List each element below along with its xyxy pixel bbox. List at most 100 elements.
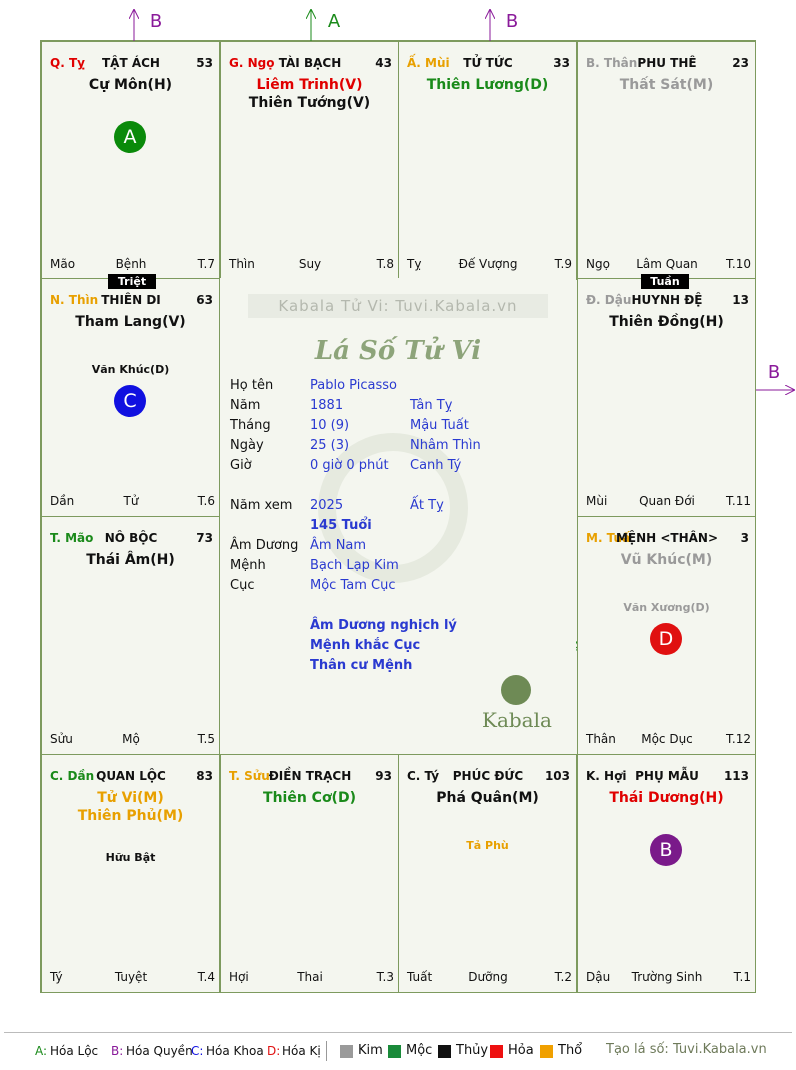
palace-stage: Thai bbox=[297, 970, 323, 984]
palace-number: 83 bbox=[196, 769, 213, 783]
element-label: Kim bbox=[358, 1043, 383, 1058]
marker: Triệt bbox=[108, 274, 156, 289]
palace-branch: Thìn bbox=[229, 257, 255, 271]
palace-can: M. Tuấ bbox=[586, 531, 631, 545]
legend-key: C: bbox=[191, 1044, 204, 1058]
palace-can: T. Sửu bbox=[229, 769, 270, 783]
legend-text: Hóa Khoa bbox=[206, 1044, 264, 1058]
minor-star: Tả Phù bbox=[466, 839, 509, 852]
palace-name: TÀI BẠCH bbox=[278, 56, 342, 70]
element-label: Thủy bbox=[456, 1043, 489, 1058]
legend-divider bbox=[326, 1041, 327, 1061]
element-swatch bbox=[388, 1045, 401, 1058]
info-label: Âm Dương bbox=[230, 538, 299, 553]
palace-age: T.10 bbox=[726, 257, 751, 271]
palace-age: T.8 bbox=[376, 257, 394, 271]
main-star: Phá Quân(M) bbox=[436, 790, 539, 806]
palace: Q. Tỵ TẬT ÁCH 53 Cự Môn(H) A Mão Bệnh T.7 bbox=[41, 41, 220, 280]
palace-stage: Trường Sinh bbox=[631, 970, 703, 984]
arrow-label: B bbox=[768, 362, 780, 383]
palace: Ấ. Mùi TỬ TỨC 33 Thiên Lương(D) Tỵ Đế Vượng T.… bbox=[398, 41, 577, 280]
info-label: Họ tên bbox=[230, 378, 274, 393]
main-star: Liêm Trinh(V) bbox=[256, 77, 363, 93]
note: Mệnh khắc Cục bbox=[310, 638, 421, 653]
element-label: Hỏa bbox=[508, 1043, 534, 1058]
element-label: Mộc bbox=[406, 1043, 433, 1058]
credit: Tạo lá số: Tuvi.Kabala.vn bbox=[606, 1042, 767, 1057]
palace-stage: Mộc Dục bbox=[641, 732, 693, 746]
palace-stage: Tử bbox=[123, 494, 139, 508]
palace-age: T.2 bbox=[554, 970, 572, 984]
main-star: Vũ Khúc(M) bbox=[620, 552, 713, 568]
palace-can: Q. Tỵ bbox=[50, 56, 85, 70]
element-swatch bbox=[490, 1045, 503, 1058]
arrow-label: A bbox=[328, 11, 341, 32]
info-label: Mệnh bbox=[230, 558, 266, 573]
info-value: Pablo Picasso bbox=[310, 378, 397, 393]
minor-star: Hữu Bật bbox=[105, 851, 156, 864]
palace-branch: Mùi bbox=[586, 494, 608, 508]
main-star: Thái Âm(H) bbox=[86, 552, 175, 568]
note: Thân cư Mệnh bbox=[310, 658, 413, 673]
palace-age: T.3 bbox=[376, 970, 394, 984]
palace-branch: Dần bbox=[50, 494, 75, 508]
palace-name: QUAN LỘC bbox=[96, 769, 166, 783]
info-extra: Tân Tỵ bbox=[410, 398, 453, 413]
palace-age: T.5 bbox=[197, 732, 215, 746]
palace-age: T.7 bbox=[197, 257, 215, 271]
palace-can: G. Ngọ bbox=[229, 56, 275, 70]
minor-star: Văn Xương(D) bbox=[623, 601, 710, 614]
minor-star: Văn Khúc(D) bbox=[91, 363, 170, 376]
palace-branch: Tý bbox=[50, 970, 63, 984]
palace-number: 103 bbox=[544, 769, 570, 783]
palace-can: Đ. Dậu bbox=[586, 293, 632, 307]
palace-number: 3 bbox=[740, 531, 749, 545]
info-extra: Ất Tỵ bbox=[410, 498, 444, 513]
palace-can: C. Tý bbox=[407, 769, 440, 783]
main-star: Thiên Đồng(H) bbox=[609, 314, 724, 330]
hoa-badge: D bbox=[650, 623, 682, 655]
palace: T. Mão NÔ BỘC 73 Thái Âm(H) Sửu Mộ T.5 bbox=[41, 516, 220, 755]
info-value: 0 giờ 0 phút bbox=[310, 458, 389, 473]
info-extra: Nhâm Thìn bbox=[410, 438, 481, 453]
palace-can: K. Hợi bbox=[586, 769, 627, 783]
legend-key: B: bbox=[111, 1044, 124, 1058]
hoa-badge: B bbox=[650, 834, 682, 866]
palace-name: PHỤ MẪU bbox=[635, 769, 699, 783]
palace-branch: Mão bbox=[50, 257, 76, 271]
info-extra: Mậu Tuất bbox=[410, 418, 469, 433]
palace-name: PHÚC ĐỨC bbox=[452, 769, 524, 783]
palace-can: C. Dần bbox=[50, 769, 95, 783]
legend-text: Hóa Quyền bbox=[126, 1044, 193, 1058]
palace-number: 73 bbox=[196, 531, 213, 545]
main-star: Thiên Phủ(M) bbox=[77, 808, 184, 824]
palace-stage: Suy bbox=[298, 257, 322, 271]
element-swatch bbox=[438, 1045, 451, 1058]
palace-number: 43 bbox=[375, 56, 392, 70]
palace-number: 13 bbox=[732, 293, 749, 307]
palace-branch: Sửu bbox=[50, 732, 73, 746]
separator bbox=[4, 1032, 792, 1033]
palace: K. Hợi PHỤ MẪU 113 Thái Dương(H) B Dậu Trường … bbox=[577, 754, 756, 993]
palace-number: 113 bbox=[723, 769, 749, 783]
palace-stage: Đế Vượng bbox=[458, 257, 518, 271]
palace-age: T.1 bbox=[733, 970, 751, 984]
main-star: Thiên Lương(D) bbox=[426, 77, 549, 93]
palace-branch: Hợi bbox=[229, 970, 249, 984]
palace-age: T.11 bbox=[726, 494, 751, 508]
palace-age: T.9 bbox=[554, 257, 572, 271]
palace-name: ĐIỀN TRẠCH bbox=[268, 769, 352, 783]
palace-stage: Quan Đới bbox=[639, 494, 695, 508]
info-extra: Canh Tý bbox=[410, 458, 462, 473]
info-value: Âm Nam bbox=[310, 538, 367, 553]
palace-stage: Mộ bbox=[122, 732, 140, 746]
arrow-label: B bbox=[150, 11, 162, 32]
center-panel: Kabala Tử Vi: Tuvi.Kabala.vn Lá Số Tử Vi H… bbox=[220, 278, 576, 754]
info-label: Năm bbox=[230, 398, 261, 413]
palace-branch: Tuất bbox=[407, 970, 433, 984]
legend-text: Hóa Lộc bbox=[50, 1044, 99, 1058]
marker: Tuần bbox=[641, 274, 689, 289]
palace-branch: Dậu bbox=[586, 970, 611, 984]
palace-number: 33 bbox=[553, 56, 570, 70]
